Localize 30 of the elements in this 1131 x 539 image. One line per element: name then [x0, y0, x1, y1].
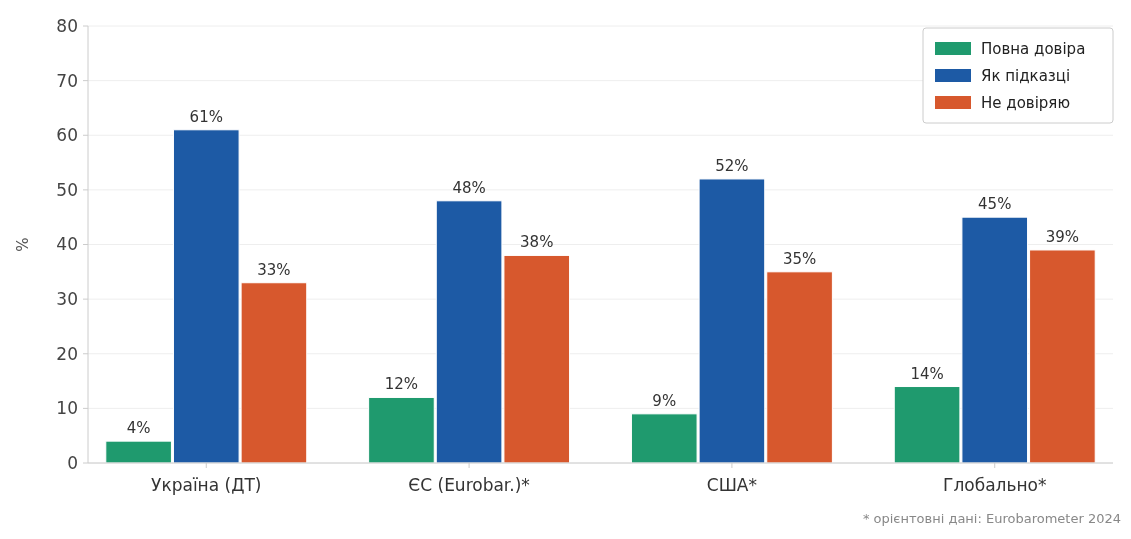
data-label: 45%	[978, 195, 1012, 214]
data-label: 39%	[1045, 227, 1080, 246]
data-label: 61%	[189, 107, 223, 126]
x-tick-label: ЄС (Eurobar.)*	[408, 475, 530, 495]
y-tick-label: 70	[56, 70, 78, 91]
y-tick-label: 80	[56, 15, 78, 36]
legend-label: Не довіряю	[981, 94, 1071, 112]
y-tick-label: 50	[56, 179, 78, 200]
data-label: 38%	[520, 233, 554, 252]
x-tick-label: США*	[706, 475, 757, 495]
text: * орієнтовні дані: Eurobarometer 2024	[862, 511, 1121, 526]
data-label: 48%	[452, 178, 486, 197]
legend-label: Як підказці	[981, 67, 1071, 85]
data-label: 9%	[652, 391, 677, 410]
data-label: 52%	[715, 156, 749, 175]
y-tick-label: 10	[56, 398, 78, 419]
y-tick-label: 20	[56, 343, 78, 364]
y-tick-label: 40	[56, 234, 78, 255]
y-tick-label: 60	[56, 125, 78, 146]
data-label: 4%	[126, 419, 151, 438]
y-tick-label: 30	[56, 289, 78, 310]
data-label: 33%	[257, 260, 291, 279]
legend-label: Повна довіра	[981, 40, 1086, 58]
x-tick-label: Глобально*	[943, 475, 1047, 495]
y-tick-label: 0	[67, 452, 78, 473]
x-tick-label: Україна (ДТ)	[151, 475, 262, 495]
data-label: 35%	[782, 249, 817, 268]
data-label: 14%	[910, 364, 944, 383]
data-label: 12%	[384, 375, 419, 394]
y-axis-title: %	[14, 237, 32, 252]
